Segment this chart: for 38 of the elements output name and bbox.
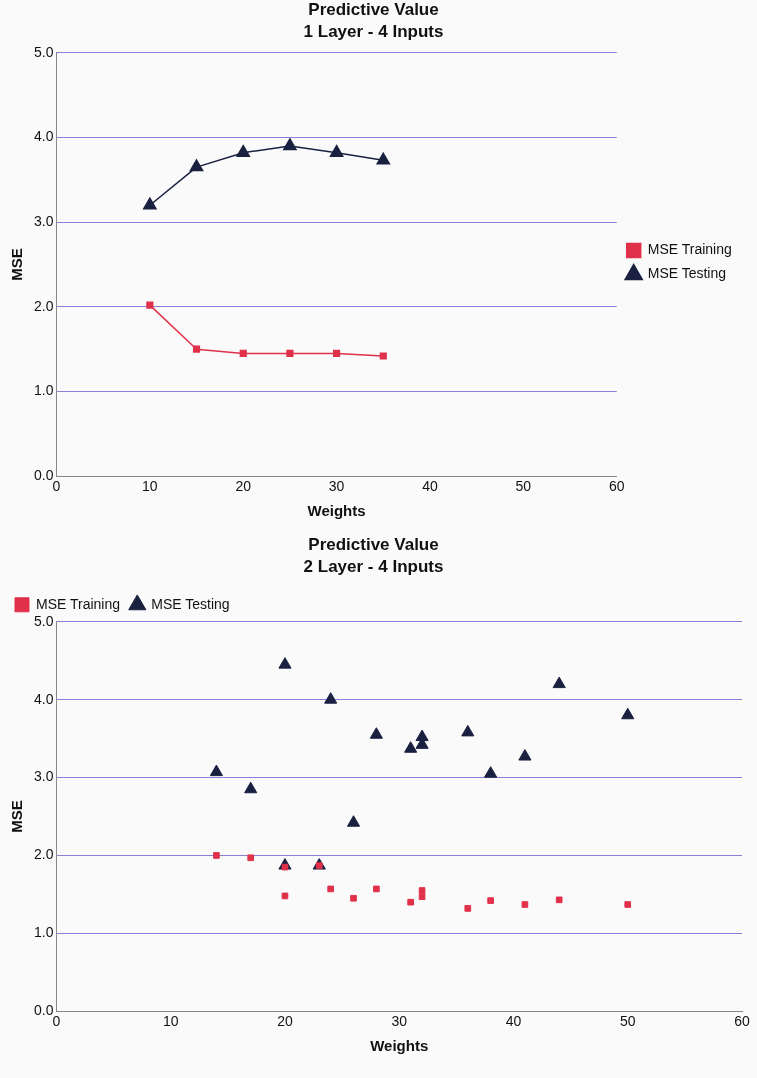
y-tick-label: 1.0 [33,382,54,399]
chart-subtitle: 1 Layer - 4 Inputs [303,22,444,42]
legend-label: MSE Training [36,595,121,612]
x-tick-label: 20 [235,478,252,495]
legend-label: MSE Training [647,241,732,258]
y-tick-label: 4.0 [33,690,54,707]
x-tick-label: 20 [277,1013,293,1030]
y-tick-label: 5.0 [33,43,54,60]
x-tick-label: 30 [391,1013,408,1030]
y-tick-label: 0.0 [33,1002,54,1019]
y-tick-label: 3.0 [33,768,54,785]
x-tick-label: 0 [52,1013,61,1030]
x-tick-label: 0 [52,478,61,495]
legend-label: MSE Testing [151,595,230,612]
x-axis-title: Weights [370,1037,429,1055]
y-tick-label: 0.0 [33,467,54,484]
x-tick-label: 50 [515,478,532,495]
chart-title: Predictive Value [308,534,439,554]
x-tick-label: 10 [142,478,158,495]
x-tick-label: 10 [162,1013,179,1030]
y-tick-label: 3.0 [33,213,54,230]
y-axis-title: MSE [8,800,26,833]
x-tick-label: 40 [422,478,438,495]
y-tick-label: 1.0 [33,924,54,941]
chart-subtitle: 2 Layer - 4 Inputs [303,557,444,577]
x-axis-title: Weights [307,502,366,520]
y-tick-label: 2.0 [33,846,54,863]
chart-title: Predictive Value [308,0,439,19]
y-tick-label: 4.0 [33,128,54,145]
x-tick-label: 30 [328,478,345,495]
x-tick-label: 60 [734,1013,750,1030]
x-tick-label: 60 [608,478,625,495]
y-axis-title: MSE [8,248,26,281]
y-tick-label: 2.0 [33,297,54,314]
y-tick-label: 5.0 [33,612,54,629]
legend-label: MSE Testing [647,265,727,282]
x-tick-label: 50 [619,1013,636,1030]
x-tick-label: 40 [505,1013,522,1030]
